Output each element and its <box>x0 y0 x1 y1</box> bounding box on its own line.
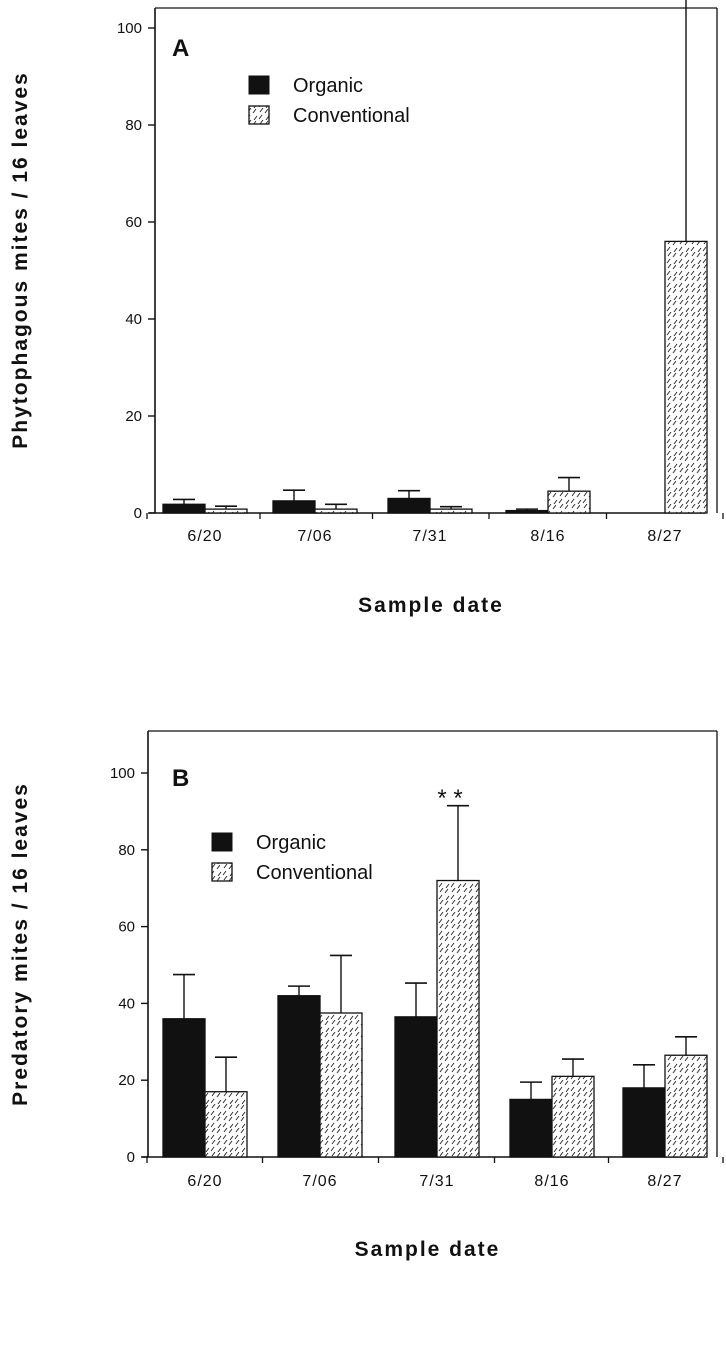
x-axis-title: Sample date <box>355 1238 501 1261</box>
organic-bar <box>394 1016 438 1158</box>
x-tick-label: 8/27 <box>647 528 682 545</box>
x-tick-label: 7/31 <box>412 528 447 545</box>
x-tick-label: 7/06 <box>297 528 332 545</box>
y-tick-label: 60 <box>125 214 142 231</box>
y-tick-label: 20 <box>118 1072 135 1089</box>
y-tick-label: 40 <box>118 995 135 1012</box>
y-tick-label: 0 <box>127 1149 135 1166</box>
x-tick-label: 8/16 <box>534 1173 569 1190</box>
y-tick-label: 60 <box>118 919 135 936</box>
y-tick-label: 80 <box>118 842 135 859</box>
legend-label-conventional: Conventional <box>256 862 373 884</box>
conventional-bar <box>436 879 480 1158</box>
legend-swatch-conventional <box>248 105 270 125</box>
conventional-bar <box>547 490 591 514</box>
panel-label: A <box>172 35 189 62</box>
legend-label-organic: Organic <box>293 75 363 97</box>
y-tick-label: 80 <box>125 117 142 134</box>
organic-bar <box>509 1098 553 1158</box>
conventional-bar <box>664 240 708 514</box>
y-tick-label: 0 <box>134 505 142 522</box>
conventional-bar <box>314 508 358 514</box>
conventional-bar <box>664 1054 708 1158</box>
y-tick-label: 100 <box>117 20 142 37</box>
organic-bar <box>622 1087 666 1158</box>
conventional-bar <box>319 1012 363 1158</box>
significance-marker: * * <box>437 785 462 812</box>
conventional-bar <box>204 508 248 514</box>
y-tick-label: 20 <box>125 408 142 425</box>
organic-bar <box>505 509 549 514</box>
organic-bar <box>162 503 206 514</box>
x-tick-label: 7/06 <box>302 1173 337 1190</box>
x-tick-label: 6/20 <box>187 1173 222 1190</box>
x-tick-label: 7/31 <box>419 1173 454 1190</box>
y-axis-title: Predatory mites / 16 leaves <box>9 782 32 1106</box>
x-axis-title: Sample date <box>358 594 504 617</box>
panel-label: B <box>172 765 189 792</box>
y-tick-label: 40 <box>125 311 142 328</box>
x-tick-label: 8/16 <box>530 528 565 545</box>
organic-bar <box>277 995 321 1158</box>
legend-swatch-conventional <box>211 862 233 882</box>
legend-label-organic: Organic <box>256 832 326 854</box>
legend-swatch-organic <box>248 75 270 95</box>
x-tick-label: 6/20 <box>187 528 222 545</box>
conventional-bar <box>551 1075 595 1158</box>
conventional-bar <box>429 508 473 514</box>
y-axis-title: Phytophagous mites / 16 leaves <box>9 71 32 448</box>
organic-bar <box>272 500 316 514</box>
y-tick-label: 100 <box>110 765 135 782</box>
conventional-bar <box>204 1091 248 1158</box>
legend-label-conventional: Conventional <box>293 105 410 127</box>
x-tick-label: 8/27 <box>647 1173 682 1190</box>
organic-bar <box>162 1018 206 1158</box>
organic-bar <box>387 497 431 514</box>
legend-swatch-organic <box>211 832 233 852</box>
